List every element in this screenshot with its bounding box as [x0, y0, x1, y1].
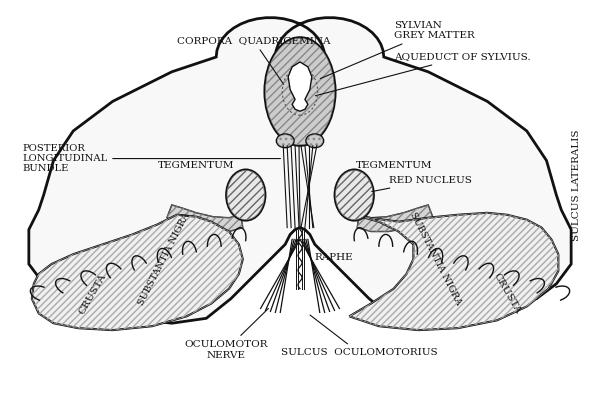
Text: SULCUS LATERALIS: SULCUS LATERALIS	[572, 129, 581, 241]
Text: RAPHE: RAPHE	[315, 252, 353, 262]
Text: POSTERIOR
LONGITUDINAL
BUNDLE: POSTERIOR LONGITUDINAL BUNDLE	[22, 144, 280, 173]
Polygon shape	[32, 215, 243, 330]
Text: SYLVIAN
GREY MATTER: SYLVIAN GREY MATTER	[320, 21, 475, 79]
Ellipse shape	[265, 37, 335, 146]
Text: SUBSTANTIA NIGRA: SUBSTANTIA NIGRA	[409, 211, 463, 307]
Text: AQUEDUCT OF SYLVIUS.: AQUEDUCT OF SYLVIUS.	[316, 52, 530, 96]
Ellipse shape	[277, 134, 294, 148]
Polygon shape	[349, 213, 559, 330]
Polygon shape	[167, 205, 243, 231]
Text: SULCUS  OCULOMOTORIUS: SULCUS OCULOMOTORIUS	[281, 315, 437, 357]
Text: SUBSTANTIA NIGRA: SUBSTANTIA NIGRA	[137, 211, 191, 307]
Ellipse shape	[226, 170, 265, 221]
Ellipse shape	[306, 134, 323, 148]
Polygon shape	[29, 18, 571, 323]
Text: CRUSTA: CRUSTA	[77, 272, 108, 316]
Polygon shape	[357, 205, 433, 231]
Text: RED NUCLEUS: RED NUCLEUS	[372, 176, 472, 192]
Polygon shape	[288, 62, 312, 111]
Text: CRUSTA: CRUSTA	[492, 272, 523, 316]
Text: OCULOMOTOR
NERVE: OCULOMOTOR NERVE	[184, 308, 268, 360]
Text: CORPORA  QUADRIGEMINA: CORPORA QUADRIGEMINA	[177, 36, 330, 84]
Text: TEGMENTUM: TEGMENTUM	[355, 161, 432, 170]
Text: TEGMENTUM: TEGMENTUM	[158, 161, 235, 170]
Ellipse shape	[335, 170, 374, 221]
